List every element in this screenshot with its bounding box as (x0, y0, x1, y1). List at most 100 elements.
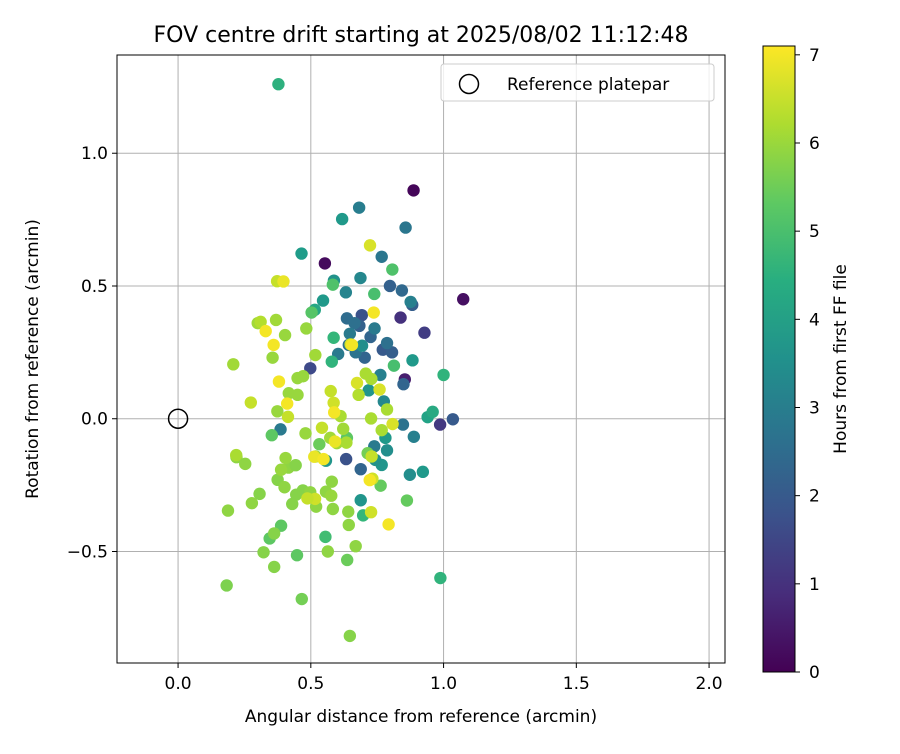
scatter-point (407, 184, 420, 197)
scatter-point (367, 306, 380, 319)
scatter-point (309, 348, 322, 362)
scatter-point (278, 481, 291, 494)
scatter-point (342, 518, 355, 532)
scatter-point (395, 284, 409, 297)
scatter-point (281, 410, 295, 424)
x-tick-label: 1.0 (430, 674, 457, 694)
colorbar-tick-label: 3 (809, 398, 820, 418)
scatter-point (446, 413, 460, 426)
scatter-point (387, 359, 401, 372)
colorbar-tick-label: 7 (809, 46, 820, 66)
scatter-point (380, 403, 394, 416)
scatter-point (319, 530, 332, 544)
scatter-point (385, 346, 399, 359)
scatter-point (416, 465, 430, 479)
colorbar-tick-label: 2 (809, 487, 820, 507)
scatter-point (335, 212, 349, 226)
scatter-point (272, 375, 286, 388)
legend: Reference platepar (440, 63, 715, 102)
scatter-point (230, 448, 243, 462)
scatter-point (362, 384, 375, 397)
x-tick-label: 2.0 (696, 674, 723, 694)
scatter-point (350, 376, 364, 390)
chart-title: FOV centre drift starting at 2025/08/02 … (154, 23, 689, 48)
scatter-point (380, 444, 394, 457)
colorbar-label: Hours from first FF file (831, 264, 851, 454)
scatter-point (326, 502, 340, 516)
scatter-point (399, 221, 412, 234)
scatter-point (364, 412, 378, 425)
scatter-point (266, 351, 279, 364)
scatter-point (339, 452, 353, 466)
scatter-point (373, 383, 386, 396)
scatter-point (337, 422, 350, 436)
scatter-point (291, 388, 304, 402)
scatter-point (299, 427, 312, 440)
scatter-point (418, 326, 431, 339)
scatter-point (304, 362, 317, 375)
scatter-point (406, 354, 419, 367)
x-axis-label: Angular distance from reference (arcmin) (245, 707, 597, 727)
scatter-point (279, 451, 292, 465)
scatter-point (352, 201, 366, 214)
scatter-point (277, 275, 290, 288)
scatter-point (305, 306, 318, 319)
scatter-point (355, 339, 369, 352)
colorbar-tick-label: 4 (809, 310, 820, 330)
scatter-point (437, 368, 450, 382)
scatter-point (289, 459, 302, 472)
scatter-point (382, 518, 395, 531)
scatter-point (358, 351, 371, 364)
scatter-point (321, 545, 335, 558)
scatter-point (286, 497, 299, 511)
scatter-point (300, 322, 313, 335)
scatter-point (254, 315, 267, 329)
scatter-point (434, 571, 447, 585)
scatter-point (386, 417, 399, 431)
scatter-point (272, 78, 285, 91)
scatter-point (274, 463, 288, 476)
scatter-point (267, 560, 281, 574)
scatter-point (368, 287, 381, 301)
scatter-point (253, 487, 266, 501)
y-tick-label: 0.0 (81, 410, 108, 430)
scatter-point (407, 430, 421, 443)
y-axis-label: Rotation from reference (arcmin) (23, 219, 43, 499)
scatter-point (352, 388, 365, 402)
colorbar: 0 1 2 3 4 5 6 7 Hours from first FF file (762, 45, 851, 683)
scatter-point (363, 473, 376, 487)
scatter-point (326, 278, 340, 291)
scatter-point (324, 384, 337, 398)
scatter-point (348, 316, 361, 330)
scatter-point (365, 450, 378, 463)
scatter-point (364, 505, 378, 519)
scatter-point (349, 539, 362, 553)
axis-ticks: 0.0 0.5 1.0 1.5 2.0 −0.5 0.0 0.5 1.0 (67, 144, 723, 694)
scatter-point (296, 370, 310, 383)
x-tick-label: 0.5 (297, 674, 324, 694)
scatter-point (328, 435, 342, 448)
scatter-point (327, 396, 340, 410)
colorbar-gradient (762, 45, 796, 673)
scatter-point (295, 247, 308, 260)
scatter-point (340, 436, 353, 449)
scatter-point (403, 468, 417, 481)
scatter-point (426, 405, 439, 419)
scatter-point (365, 372, 378, 386)
scatter-point (220, 579, 233, 592)
scatter-point (368, 322, 381, 335)
scatter-point (433, 418, 447, 431)
y-tick-label: 0.5 (81, 277, 108, 297)
scatter-point (327, 406, 341, 419)
scatter-point (271, 405, 284, 418)
scatter-point (221, 504, 235, 517)
colorbar-tick-label: 6 (809, 134, 820, 154)
scatter-point (295, 592, 308, 606)
scatter-point (374, 479, 387, 492)
plot-frame (116, 54, 726, 664)
legend-label: Reference platepar (507, 75, 669, 95)
scatter-point (315, 421, 329, 434)
scatter-point (267, 338, 280, 352)
scatter-point (265, 428, 278, 442)
